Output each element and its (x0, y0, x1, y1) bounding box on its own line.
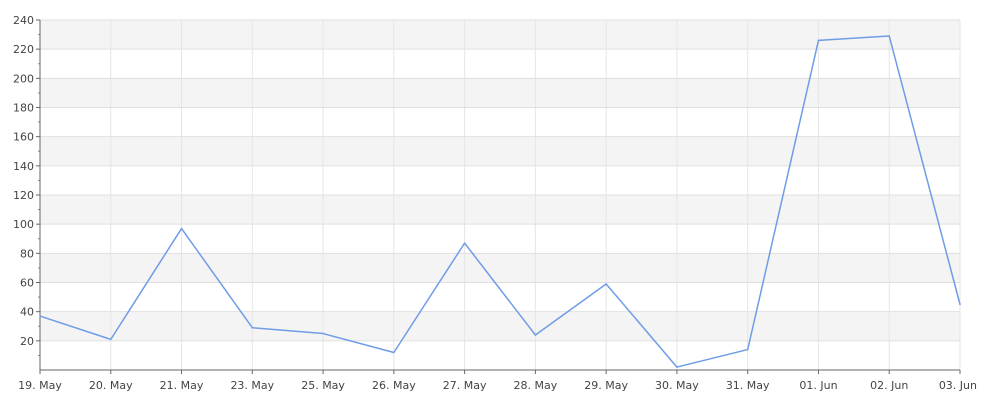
data-point (463, 242, 466, 244)
x-axis-tick-labels: 19. May 20. May 21. May 23. May 25. May 26. M… (18, 379, 977, 392)
data-point (676, 366, 678, 368)
y-tick-label: 100 (13, 218, 34, 231)
axes (36, 19, 961, 374)
x-tick-label: 27. May (443, 379, 487, 392)
x-tick-label: 25. May (301, 379, 345, 392)
y-tick-label: 220 (13, 43, 34, 56)
data-point (746, 348, 749, 351)
data-point (39, 315, 41, 317)
x-tick-label: 20. May (89, 379, 133, 392)
data-point (817, 39, 820, 42)
series-line (39, 35, 961, 368)
x-tick-label: 21. May (160, 379, 204, 392)
grid-band (40, 253, 960, 283)
plot-background-bands (40, 20, 960, 341)
x-tick-label: 01. Jun (799, 379, 837, 392)
x-tick-label: 03. Jun (939, 379, 977, 392)
data-point (605, 283, 607, 285)
grid-band (40, 20, 960, 50)
horizontal-gridlines (40, 19, 960, 342)
grid-band (40, 311, 960, 341)
y-tick-label: 240 (13, 14, 34, 27)
data-point (180, 227, 183, 230)
y-tick-label: 80 (20, 247, 34, 260)
x-tick-label: 23. May (230, 379, 274, 392)
y-tick-label: 60 (20, 277, 34, 290)
data-point (322, 332, 324, 335)
grid-band (40, 78, 960, 108)
series-lines (39, 35, 961, 368)
y-axis-tick-labels: 20 40 60 80 100 120 140 160 180 200 220 240 (13, 14, 34, 348)
y-tick-label: 20 (20, 335, 34, 348)
data-point (959, 303, 961, 306)
data-point (109, 338, 112, 341)
y-tick-label: 200 (13, 72, 34, 85)
y-tick-label: 120 (13, 189, 34, 202)
data-point (888, 35, 891, 37)
grid-band (40, 195, 960, 225)
x-tick-label: 31. May (726, 379, 770, 392)
x-tick-label: 26. May (372, 379, 416, 392)
data-point (251, 326, 254, 329)
x-tick-label: 02. Jun (870, 379, 908, 392)
y-tick-label: 180 (13, 102, 34, 115)
x-tick-label: 30. May (655, 379, 699, 392)
grid-band (40, 136, 960, 166)
x-tick-label: 19. May (18, 379, 62, 392)
data-point (534, 334, 537, 336)
x-tick-label: 28. May (514, 379, 558, 392)
data-point (393, 351, 395, 354)
y-tick-label: 160 (13, 131, 34, 144)
x-tick-label: 29. May (584, 379, 628, 392)
y-tick-label: 40 (20, 306, 34, 319)
y-tick-label: 140 (13, 160, 34, 173)
